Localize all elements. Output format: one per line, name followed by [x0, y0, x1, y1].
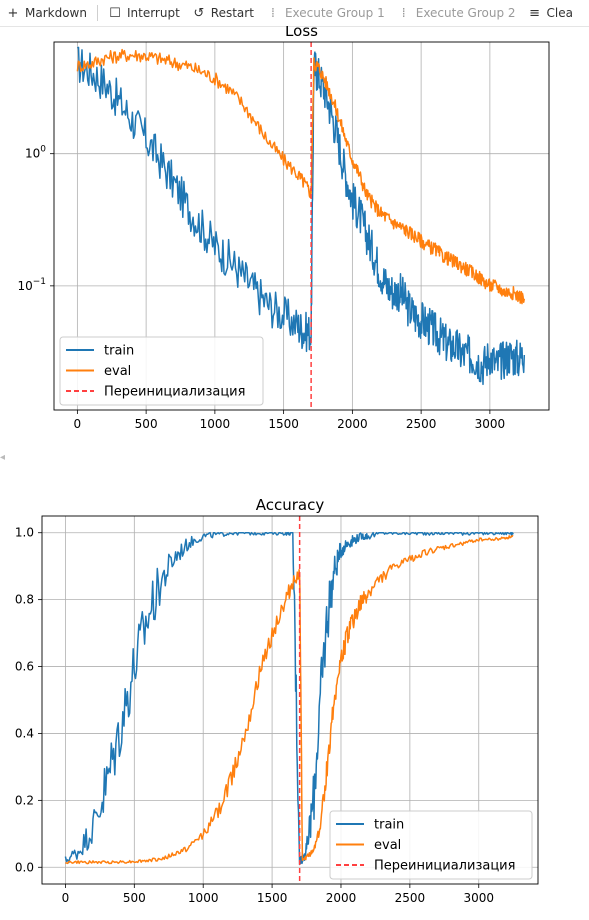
legend-label-eval: eval [374, 838, 401, 853]
x-tick-label: 0 [74, 417, 82, 431]
markdown-label: Markdown [25, 6, 87, 20]
y-tick-label: 0.8 [15, 593, 34, 607]
x-tick-label: 1500 [257, 891, 288, 905]
legend-label-reinit: Переинициализация [374, 859, 515, 874]
legend-label-train: train [374, 818, 404, 833]
restart-button[interactable]: ↺ Restart [186, 0, 260, 26]
stop-icon: ☐ [109, 5, 121, 21]
chart-title: Accuracy [256, 496, 325, 514]
series-line-train [64, 531, 514, 866]
x-tick-label: 3000 [475, 417, 506, 431]
execute-group-1-button[interactable]: ⁞ Execute Group 1 [260, 0, 391, 26]
x-tick-label: 0 [62, 891, 70, 905]
x-tick-label: 1000 [200, 417, 231, 431]
x-tick-label: 1500 [268, 417, 299, 431]
x-tick-label: 2500 [395, 891, 426, 905]
clear-outputs-icon: ≡ [529, 5, 540, 21]
legend-box [59, 336, 264, 406]
execute-group-1-label: Execute Group 1 [284, 6, 385, 20]
y-tick-label: 0.4 [15, 726, 34, 740]
x-tick-label: 500 [123, 891, 146, 905]
add-markdown-button[interactable]: + Markdown [0, 0, 93, 26]
x-tick-label: 500 [135, 417, 158, 431]
legend-label-train: train [104, 344, 134, 359]
series-line-eval [65, 535, 514, 865]
plot-frame [53, 41, 550, 411]
restart-label: Restart [210, 6, 254, 20]
plot-frame [41, 515, 539, 885]
cell-edge-marker: ◂ [0, 452, 6, 463]
y-tick-label: 0.6 [15, 660, 34, 674]
x-tick-label: 3000 [463, 891, 494, 905]
loss-chart: Loss 0 500 1000 1500 2000 2500 3000 100 10−1 train… [17, 26, 550, 431]
legend-label-eval: eval [104, 364, 131, 379]
legend-label-reinit: Переинициализация [104, 385, 245, 400]
plus-icon: + [7, 5, 19, 21]
x-tick-label: 2000 [337, 417, 368, 431]
legend-box [329, 810, 533, 880]
restart-icon: ↺ [193, 5, 205, 21]
x-tick-label: 2500 [406, 417, 437, 431]
execute-group-icon: ⁞ [401, 5, 406, 21]
notebook-toolbar: + Markdown ☐ Interrupt ↺ Restart ⁞ Execu… [0, 0, 589, 27]
y-tick-label: 0.2 [15, 793, 34, 807]
execute-group-icon: ⁞ [270, 5, 275, 21]
interrupt-button[interactable]: ☐ Interrupt [102, 0, 186, 26]
interrupt-label: Interrupt [126, 6, 180, 20]
clear-outputs-label: Clea [546, 6, 573, 20]
chart-title: Loss [285, 26, 318, 40]
y-tick-label: 0.0 [15, 860, 34, 874]
series-line-train [77, 46, 526, 386]
execute-group-2-button[interactable]: ⁞ Execute Group 2 [391, 0, 522, 26]
y-tick-label: 100 [25, 145, 46, 161]
clear-outputs-button[interactable]: ≡ Clea [522, 0, 579, 26]
y-tick-label: 10−1 [17, 277, 46, 293]
accuracy-chart: Accuracy 0 500 1000 1500 2000 2500 3000 0.0 0.2 0.… [15, 496, 539, 905]
execute-group-2-label: Execute Group 2 [415, 6, 516, 20]
toolbar-divider [96, 5, 98, 21]
y-tick-label: 1.0 [15, 526, 34, 540]
x-tick-label: 2000 [326, 891, 357, 905]
series-line-eval [76, 48, 526, 305]
x-tick-label: 1000 [188, 891, 219, 905]
